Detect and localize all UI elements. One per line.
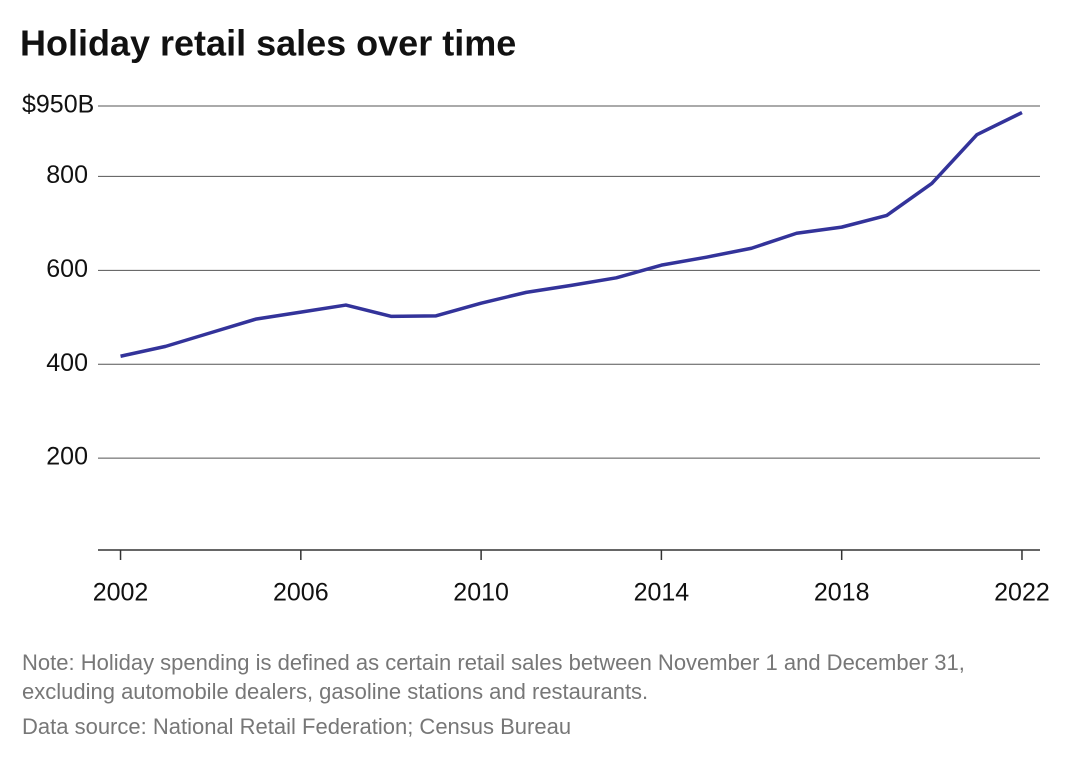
source: Data source: National Retail Federation;… — [22, 714, 572, 739]
x-tick-label: 2014 — [634, 579, 690, 607]
y-tick-label: 800 — [46, 161, 88, 189]
y-tick-label: 200 — [46, 443, 88, 471]
y-tick-label: 400 — [46, 349, 88, 377]
notes: Note: Holiday spending is defined as cer… — [22, 648, 1022, 747]
chart: Holiday retail sales over time 200 400 600… — [20, 23, 1050, 607]
note: Note: Holiday spending is defined as cer… — [22, 650, 965, 704]
chart-title: Holiday retail sales over time — [20, 23, 516, 64]
y-tick-label: 600 — [46, 255, 88, 283]
x-tick-label: 2022 — [994, 579, 1050, 607]
data-line — [120, 111, 1023, 358]
x-tick-label: 2002 — [93, 579, 149, 607]
y-tick-label: $950B — [22, 91, 94, 119]
x-tick-label: 2018 — [814, 579, 870, 607]
x-tick-label: 2010 — [453, 579, 509, 607]
x-tick-label: 2006 — [273, 579, 329, 607]
